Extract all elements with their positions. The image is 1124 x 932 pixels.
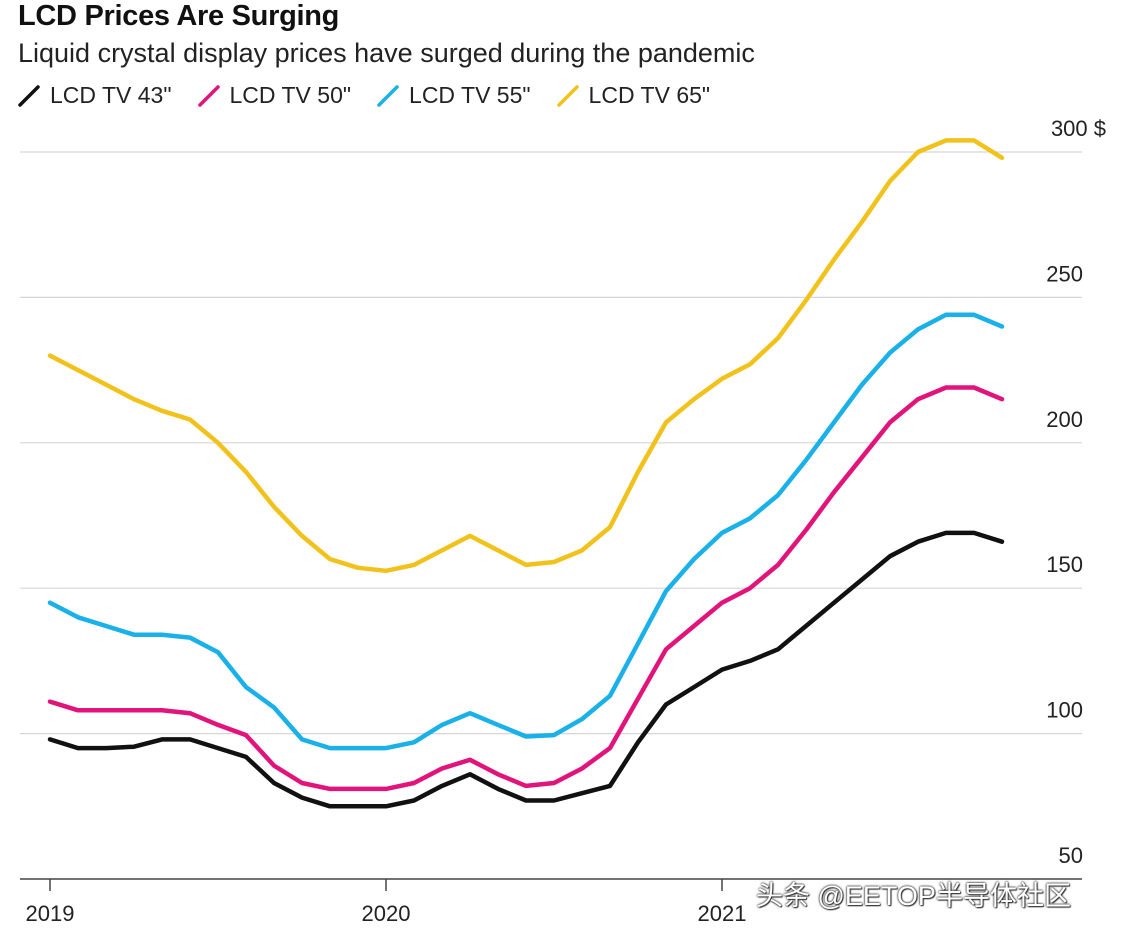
- legend-item-55: LCD TV 55": [377, 82, 531, 109]
- legend-label-50: LCD TV 50": [229, 82, 352, 108]
- series-line-lcd-tv-43: [47, 530, 1005, 809]
- y-tick-label-200: 200: [1046, 407, 1083, 432]
- legend: LCD TV 43" LCD TV 50" LCD TV 55" LCD TV …: [18, 82, 736, 109]
- y-tick-label-250: 250: [1046, 261, 1083, 286]
- legend-label-55: LCD TV 55": [409, 82, 531, 108]
- watermark: 头条 @EETOP半导体社区: [756, 881, 1071, 911]
- legend-label-43: LCD TV 43": [50, 82, 172, 108]
- series-line-lcd-tv-50: [47, 385, 1005, 792]
- chart-subtitle: Liquid crystal display prices have surge…: [18, 38, 755, 68]
- legend-item-50: LCD TV 50": [197, 82, 352, 109]
- x-tick-label-2020: 2020: [362, 901, 411, 926]
- legend-swatch-55-icon: [377, 84, 399, 107]
- y-tick-label-100: 100: [1046, 698, 1083, 723]
- series-line-lcd-tv-65: [47, 138, 1005, 574]
- legend-swatch-50-icon: [197, 84, 220, 107]
- y-tick-label-150: 150: [1046, 552, 1083, 577]
- x-tick-label-2019: 2019: [26, 901, 75, 926]
- legend-label-65: LCD TV 65": [588, 82, 711, 108]
- y-tick-label-300: 300 $: [1051, 116, 1106, 141]
- legend-item-65: LCD TV 65": [556, 82, 711, 109]
- legend-item-43: LCD TV 43": [18, 82, 172, 109]
- x-tick-label-2021: 2021: [698, 901, 747, 926]
- legend-swatch-65-icon: [556, 84, 579, 107]
- series-line-lcd-tv-55: [47, 312, 1005, 751]
- y-tick-label-50: 50: [1059, 843, 1083, 868]
- chart-title: LCD Prices Are Surging: [18, 0, 340, 32]
- legend-swatch-43-icon: [18, 84, 40, 107]
